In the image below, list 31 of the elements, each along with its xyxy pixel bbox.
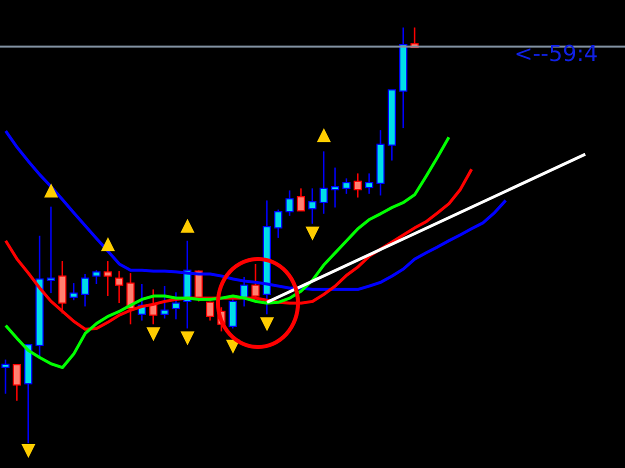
candlestick	[365, 172, 374, 195]
candlestick	[354, 172, 362, 198]
candlestick	[206, 300, 214, 322]
candlestick	[104, 260, 112, 297]
annotation: <--59:4	[514, 42, 598, 67]
point	[146, 327, 160, 342]
point	[21, 444, 36, 458]
candlestick	[172, 292, 180, 320]
candlestick	[285, 190, 294, 217]
point	[260, 317, 274, 332]
candlestick	[92, 270, 101, 285]
candlestick	[80, 273, 90, 308]
point	[306, 226, 320, 241]
candlestick	[115, 270, 124, 304]
candlestick	[46, 206, 56, 294]
point	[316, 128, 331, 142]
candlestick	[70, 282, 78, 301]
candlestick	[1, 358, 10, 394]
candlestick	[160, 285, 169, 320]
candlestick	[308, 188, 316, 224]
candlestick	[296, 188, 306, 212]
point	[180, 331, 194, 346]
candlestick	[274, 208, 282, 239]
candlestick	[251, 263, 260, 299]
candlestick	[342, 178, 351, 195]
candlestick	[330, 166, 340, 208]
candlestick	[12, 364, 21, 402]
point	[100, 237, 115, 252]
candlestick	[320, 150, 328, 214]
point	[180, 218, 194, 233]
point	[44, 183, 58, 198]
